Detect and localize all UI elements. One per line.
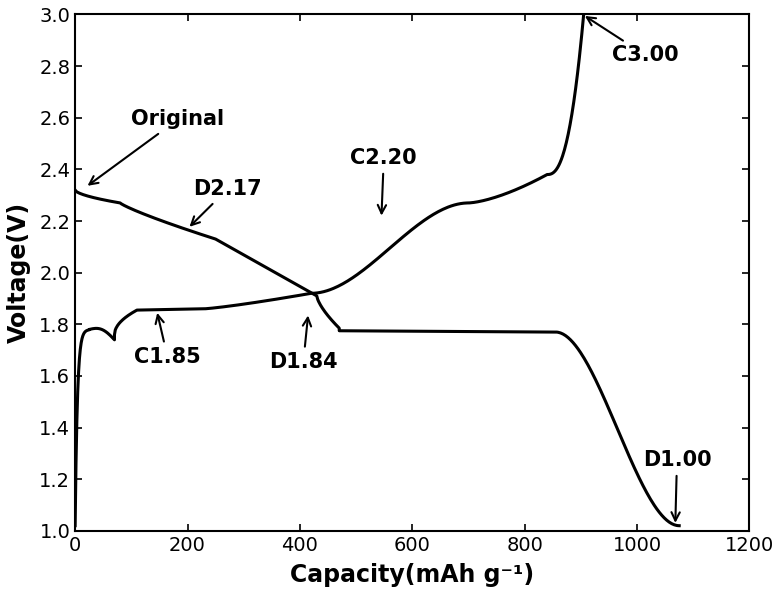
Text: C2.20: C2.20 <box>351 148 417 213</box>
Text: D2.17: D2.17 <box>191 179 262 225</box>
X-axis label: Capacity(mAh g⁻¹): Capacity(mAh g⁻¹) <box>291 563 534 587</box>
Text: C1.85: C1.85 <box>134 315 201 367</box>
Text: Original: Original <box>89 109 224 184</box>
Text: D1.00: D1.00 <box>643 450 711 520</box>
Text: D1.84: D1.84 <box>269 318 337 372</box>
Text: C3.00: C3.00 <box>587 17 679 65</box>
Y-axis label: Voltage(V): Voltage(V) <box>7 202 31 343</box>
